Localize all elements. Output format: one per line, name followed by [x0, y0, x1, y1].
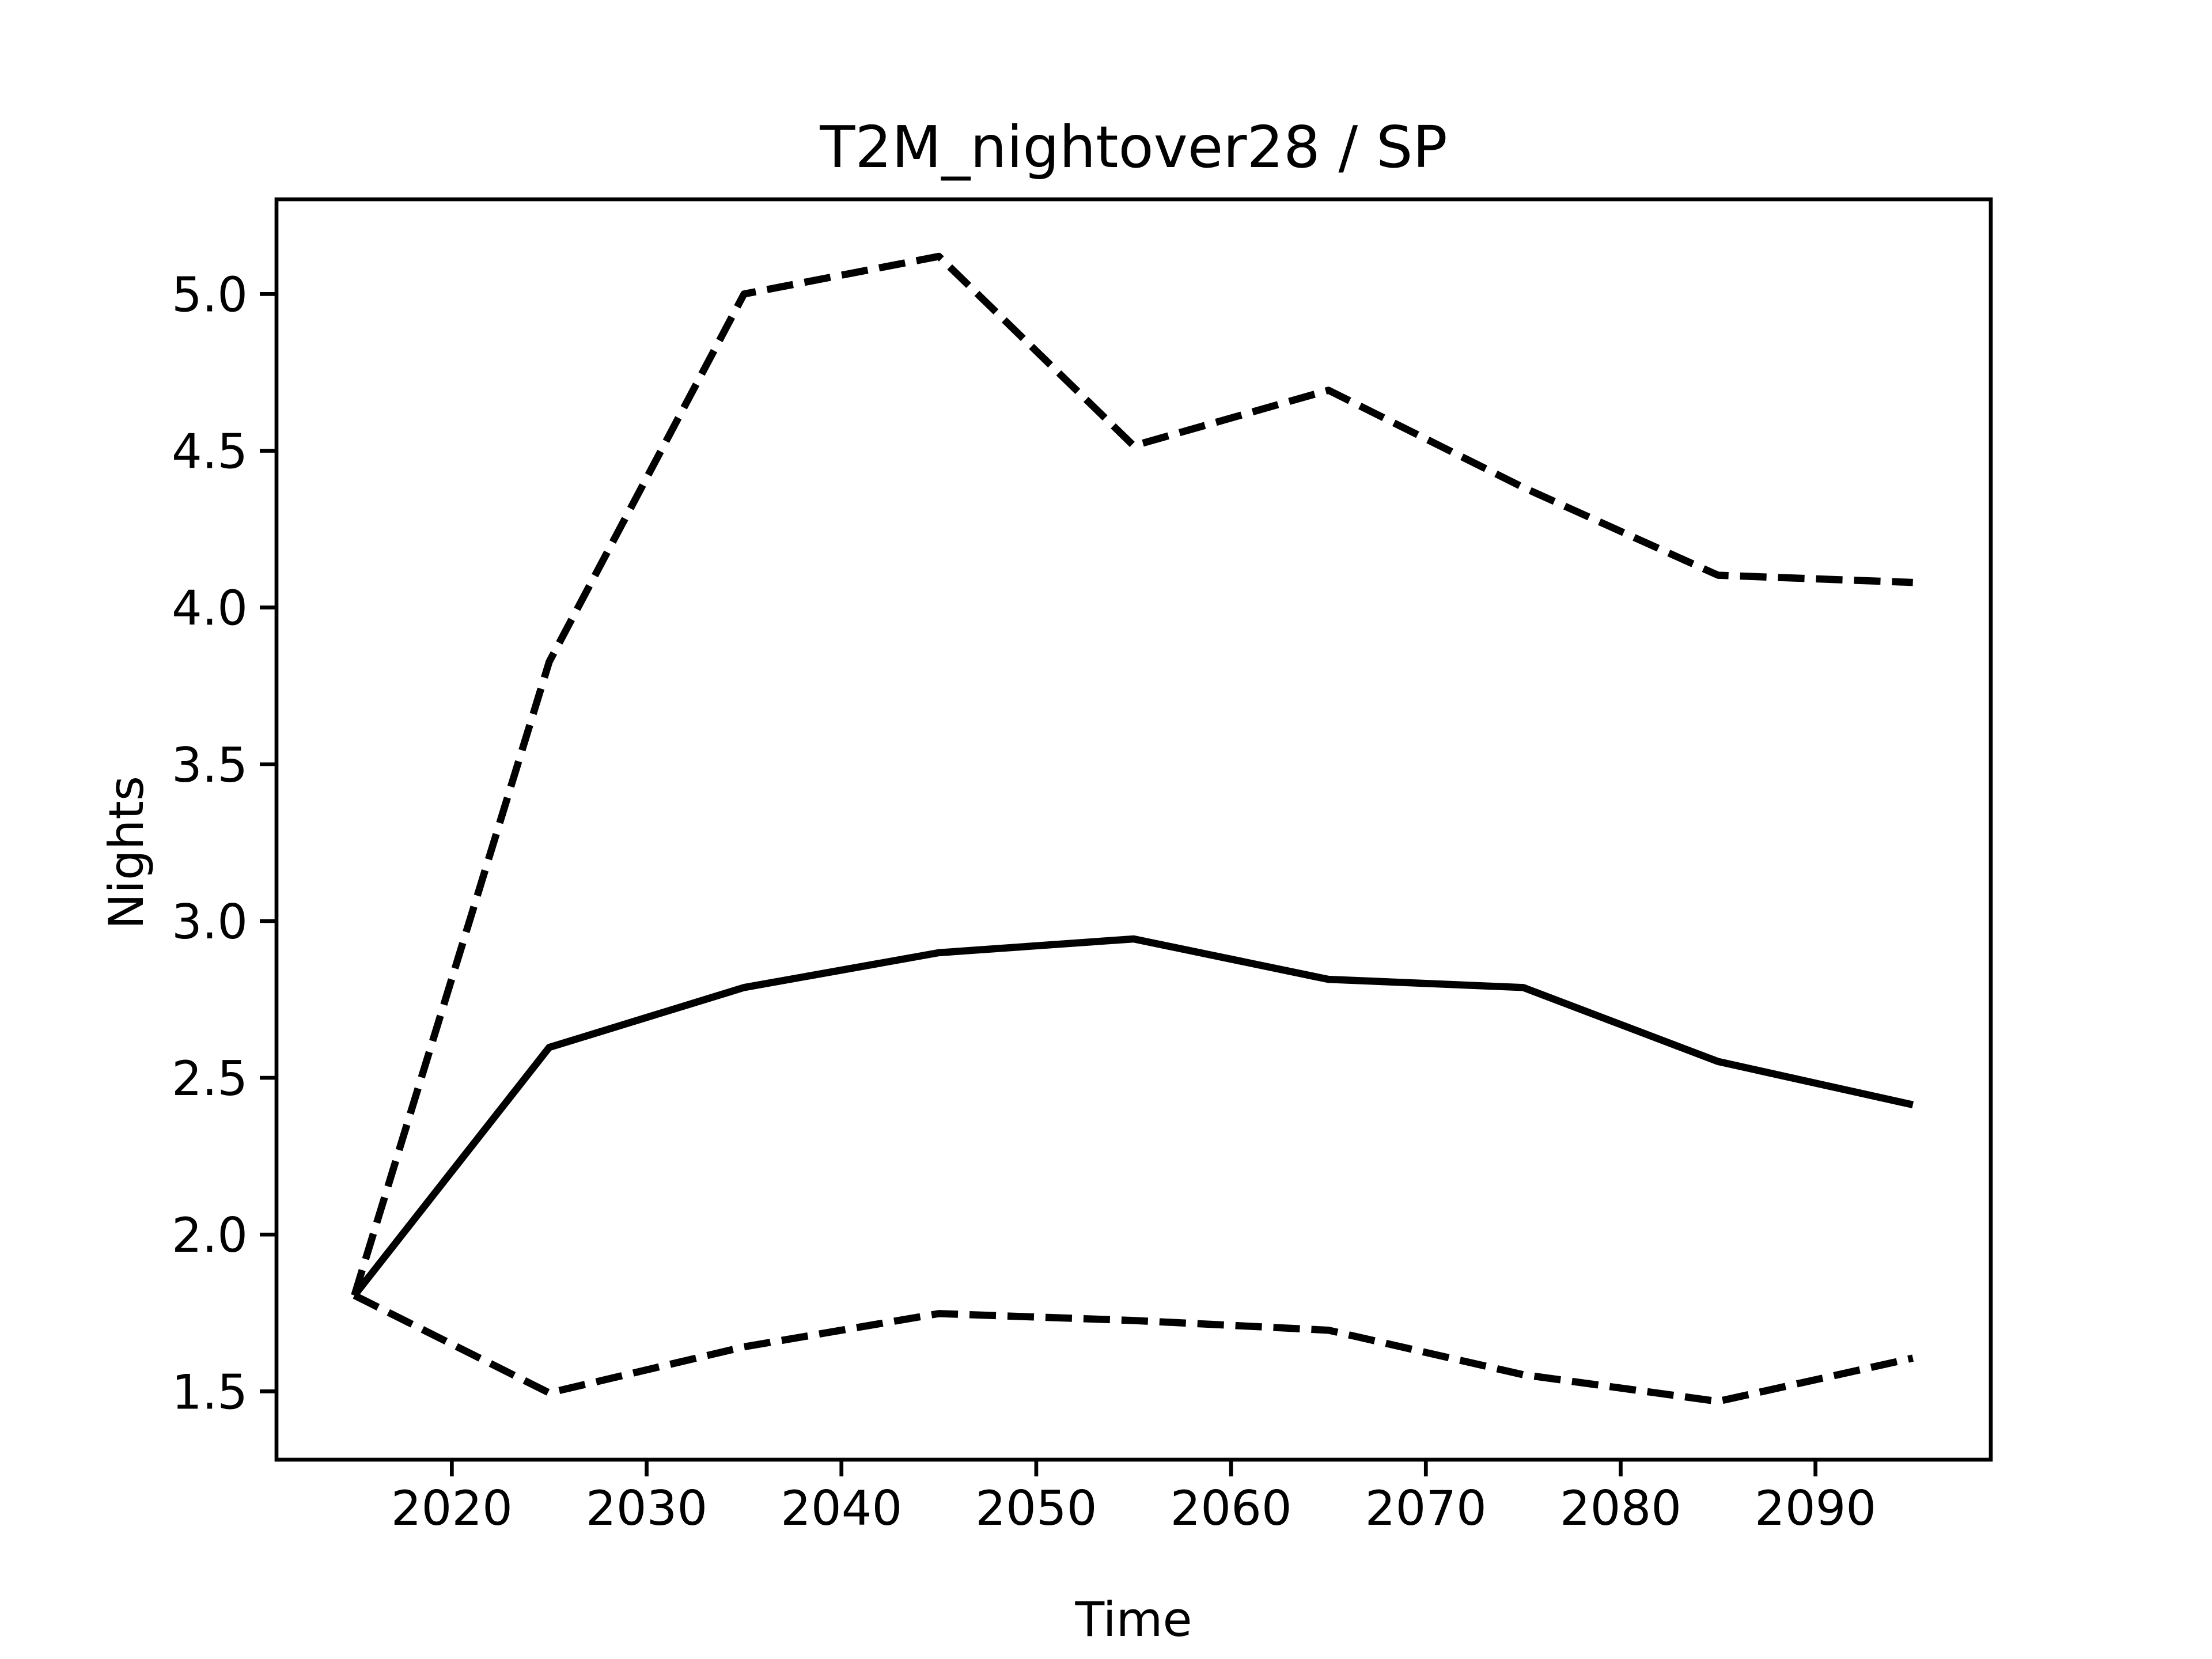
x-axis-label: Time	[1074, 1592, 1192, 1647]
x-tick-label: 2040	[781, 1480, 902, 1536]
plot-frame	[274, 197, 1993, 1462]
x-tick-label: 2060	[1170, 1480, 1291, 1536]
chart-title: T2M_nightover28 / SP	[819, 113, 1448, 181]
x-tick-label: 2090	[1755, 1480, 1876, 1536]
x-tick-label: 2020	[391, 1480, 513, 1536]
y-tick-label: 4.0	[172, 581, 248, 637]
y-tick-label: 5.0	[172, 267, 248, 323]
y-tick-label: 4.5	[172, 424, 248, 480]
x-tick-label: 2030	[586, 1480, 707, 1536]
y-tick-label: 2.0	[172, 1207, 248, 1263]
y-tick-label: 2.5	[172, 1051, 248, 1107]
y-tick-label: 3.0	[172, 894, 248, 950]
x-tick-label: 2050	[975, 1480, 1097, 1536]
y-tick-label: 1.5	[172, 1364, 248, 1420]
x-tick-label: 2070	[1365, 1480, 1487, 1536]
line-series	[353, 1292, 1914, 1406]
x-tick-label: 2080	[1560, 1480, 1681, 1536]
line-series	[351, 935, 1914, 1298]
y-tick-label: 3.5	[172, 737, 248, 793]
y-axis-label: Nights	[99, 776, 154, 929]
line-series	[351, 252, 1913, 1297]
